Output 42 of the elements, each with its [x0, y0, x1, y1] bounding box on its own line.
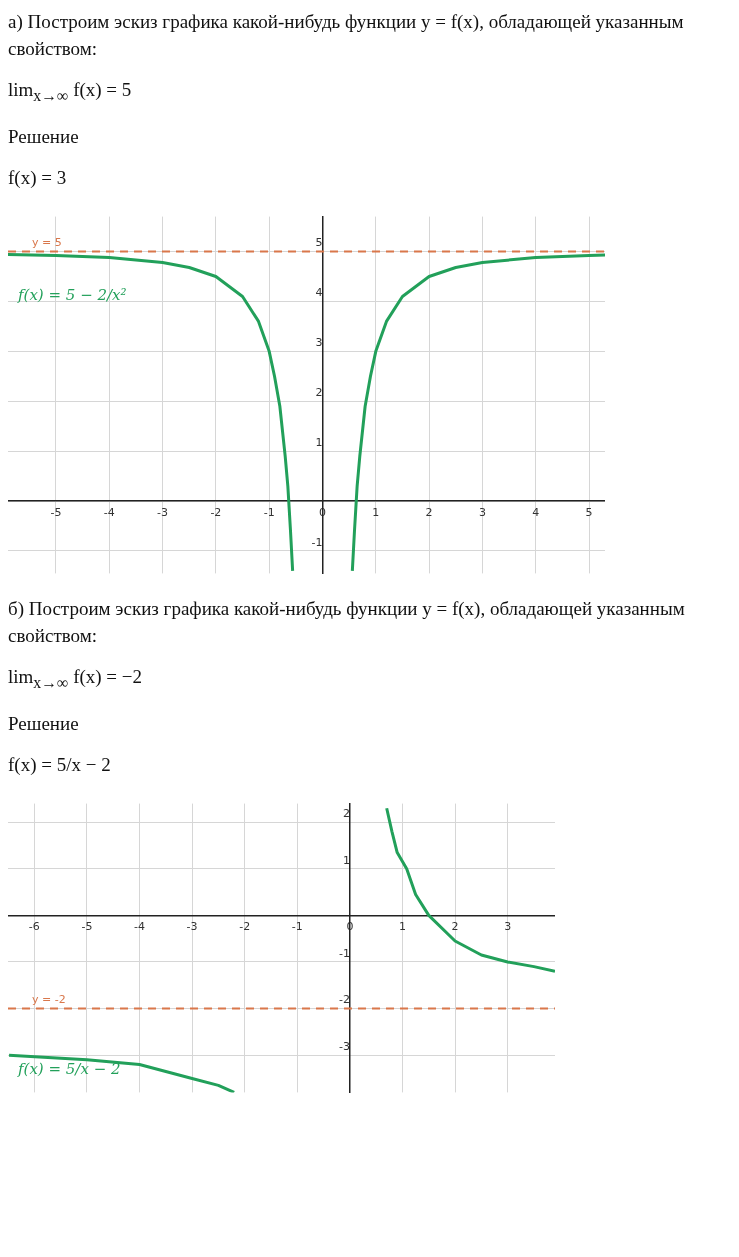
text: f(x) = 5/x − 2 [8, 752, 112, 777]
text: Решение [8, 124, 80, 149]
x-tick-label: 3 [478, 505, 486, 519]
y-tick-label: 5 [315, 236, 323, 250]
x-tick-label: 2 [425, 505, 433, 519]
y-tick-label: 2 [315, 385, 323, 399]
x-tick-label: 2 [451, 919, 459, 933]
y-tick-label: -1 [311, 535, 323, 549]
y-tick-label: 1 [315, 435, 323, 449]
text: Решение [8, 711, 80, 736]
x-tick-label: -5 [81, 919, 93, 933]
x-tick-label: -3 [157, 505, 169, 519]
x-tick-label: -3 [186, 919, 198, 933]
x-tick-label: 1 [372, 505, 380, 519]
y-tick-label: 1 [342, 853, 350, 867]
y-tick-label: 3 [315, 335, 323, 349]
x-tick-label: -1 [291, 919, 303, 933]
chart-title: б) Построим эскиз графика какой-нибудь функции y = f(x), обладающей указанным свойством: [8, 596, 686, 648]
series-label: f(x) = 5/x − 2 [17, 1059, 121, 1078]
ref-line-label: y = -2 [32, 992, 66, 1006]
x-tick-label: -4 [103, 505, 115, 519]
y-tick-label: -3 [338, 1039, 350, 1053]
x-tick-label: -2 [210, 505, 222, 519]
ref-line-label: y = 5 [32, 235, 62, 249]
x-tick-label: -1 [263, 505, 275, 519]
chart-title: а) Построим эскиз графика какой-нибудь функции y = f(x), обладающей указанным свойством: [8, 10, 685, 61]
x-tick-label: 5 [585, 505, 593, 519]
x-tick-label: 3 [504, 919, 512, 933]
x-tick-label: 4 [532, 505, 540, 519]
x-tick-label: -6 [28, 919, 40, 933]
text: f(x) = 3 [8, 165, 68, 190]
y-tick-label: 4 [315, 286, 323, 300]
x-tick-label: -4 [134, 919, 145, 933]
text: lim$_{x→∞}$ f(x) = 5 [8, 78, 133, 106]
text: lim$_{x→∞}$ f(x) = −2 [8, 664, 144, 693]
y-tick-label: -1 [338, 946, 350, 960]
x-tick-label: -2 [239, 919, 251, 933]
x-tick-label: 1 [398, 919, 406, 933]
y-tick-label: -2 [338, 993, 350, 1007]
x-tick-label: -5 [50, 505, 62, 519]
y-tick-label: 2 [342, 806, 350, 820]
series-label: f(x) = 5 − 2/x² [17, 286, 127, 305]
